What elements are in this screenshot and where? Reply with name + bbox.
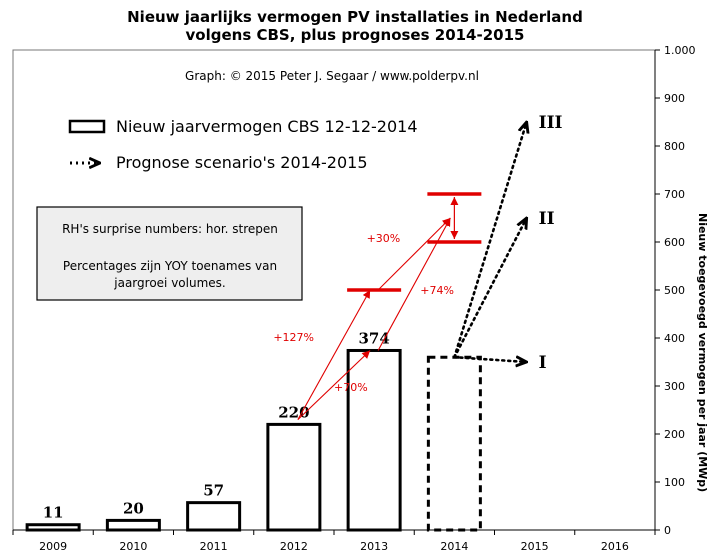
red-annotations: +127% +70% +30% +74%: [273, 192, 482, 420]
x-tick-label: 2012: [280, 540, 308, 553]
x-tick-label: 2011: [200, 540, 228, 553]
note-box-background: [36, 206, 303, 301]
scenario-label-III: III: [539, 113, 563, 133]
note-line-2: Percentages zijn YOY toenames van: [63, 259, 277, 273]
bar-2012: [266, 422, 322, 532]
y-tick-label: 500: [664, 284, 685, 297]
note-line-1: RH's surprise numbers: hor. strepen: [62, 222, 278, 236]
bar-2013: [346, 348, 402, 532]
y-tick-label: 700: [664, 188, 685, 201]
bar-2010: [105, 518, 161, 532]
y-tick-label: 1.000: [664, 44, 696, 57]
y-tick-label: 900: [664, 92, 685, 105]
bar-2009: [25, 523, 81, 532]
legend-label-forecast: Prognose scenario's 2014-2015: [116, 153, 368, 172]
x-tick-label: 2014: [440, 540, 468, 553]
x-tick-label: 2015: [521, 540, 549, 553]
y-tick-label: 0: [664, 524, 671, 537]
x-axis: 2009 2010 2011 2012 2013 2014 2015 2016: [12, 529, 656, 553]
y-axis-label: Nieuw toegevoegd vermogen per jaar (MWp): [696, 213, 709, 492]
chart-credit: Graph: © 2015 Peter J. Segaar / www.pold…: [185, 69, 479, 83]
y-tick-label: 600: [664, 236, 685, 249]
scenario-label-I: I: [539, 353, 547, 373]
data-label-2011: 57: [203, 482, 224, 500]
x-tick-label: 2016: [601, 540, 629, 553]
growth-label: +30%: [367, 232, 401, 245]
legend: Nieuw jaarvermogen CBS 12-12-2014 Progno…: [68, 117, 418, 172]
growth-arrow: [377, 217, 451, 351]
forecast-bar-2014: [426, 355, 482, 532]
scenario-arrow-I: [453, 357, 526, 362]
legend-label-actual: Nieuw jaarvermogen CBS 12-12-2014: [116, 117, 418, 136]
legend-bar-swatch: [68, 119, 106, 134]
x-tick-label: 2010: [119, 540, 147, 553]
data-label-2012: 220: [278, 403, 309, 421]
data-label-2009: 11: [43, 504, 64, 522]
growth-arrow: [297, 350, 371, 420]
growth-arrow: [297, 289, 371, 420]
growth-label: +70%: [334, 381, 368, 394]
scenario-arrow-III: [453, 122, 526, 359]
y-tick-label: 400: [664, 332, 685, 345]
y-axis: 0 100 200 300 400 500 600 700 800 900 1.000: [654, 44, 696, 537]
y-tick-label: 300: [664, 380, 685, 393]
y-tick-label: 800: [664, 140, 685, 153]
data-label-2010: 20: [123, 499, 144, 517]
chart-title-line-1: Nieuw jaarlijks vermogen PV installaties…: [127, 8, 583, 26]
note-line-3: jaargroei volumes.: [113, 276, 225, 290]
y-tick-label: 100: [664, 476, 685, 489]
note-box: RH's surprise numbers: hor. strepen Perc…: [36, 206, 303, 301]
bar-2011: [186, 501, 242, 532]
scenario-label-II: II: [539, 209, 555, 229]
y-tick-label: 200: [664, 428, 685, 441]
x-tick-label: 2009: [39, 540, 67, 553]
x-tick-label: 2013: [360, 540, 388, 553]
scenario-arrow-II: [453, 218, 526, 359]
chart-title-line-2: volgens CBS, plus prognoses 2014-2015: [186, 26, 525, 44]
growth-label: +74%: [420, 284, 454, 297]
growth-arrow: [377, 217, 451, 291]
growth-label: +127%: [273, 331, 314, 344]
